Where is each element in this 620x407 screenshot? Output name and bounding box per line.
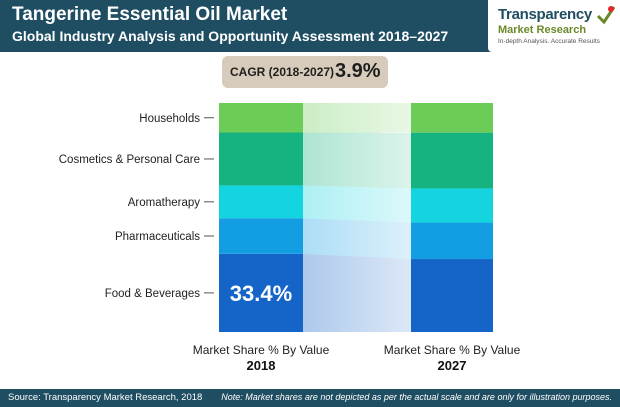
bar-segment (411, 188, 493, 223)
x-axis-year-label: 2027 (438, 358, 467, 373)
connector-band (303, 103, 411, 133)
logo-main-text: Transparency (498, 6, 592, 23)
connector-band (303, 218, 411, 260)
x-axis-year-label: 2018 (247, 358, 276, 373)
chart-title: Tangerine Essential Oil Market (12, 4, 288, 25)
connector-band (303, 185, 411, 223)
stacked-bar-chart: Food & Beverages Pharmaceuticals Aromather… (59, 103, 521, 373)
logo-check-icon (596, 6, 616, 25)
series-label: Pharmaceuticals (115, 231, 200, 243)
series-label: Cosmetics & Personal Care (59, 154, 200, 166)
bar-segment (219, 185, 303, 219)
bar-segment (411, 259, 493, 332)
logo-sub-text: Market Research (498, 24, 587, 36)
bar-segment (411, 103, 493, 133)
source-text: Source: Transparency Market Research, 20… (8, 392, 203, 403)
logo: Transparency Market Research In-depth An… (488, 0, 620, 52)
note-text: Note: Market shares are not depicted as … (221, 392, 612, 402)
series-label: Food & Beverages (105, 288, 201, 300)
bar-segment (411, 222, 493, 260)
data-label: 33.4% (230, 281, 292, 306)
cagr-badge: CAGR (2018-2027) 3.9% (222, 56, 388, 88)
footer-bar: Source: Transparency Market Research, 20… (0, 389, 620, 407)
x-axis-label: Market Share % By Value (384, 343, 521, 357)
bar-segment (219, 132, 303, 186)
bar-segment (219, 218, 303, 254)
bar-segment (219, 253, 303, 332)
cagr-label: CAGR (2018-2027) (230, 65, 335, 79)
logo-tagline: In-depth Analysis. Accurate Results (498, 38, 600, 45)
series-label: Aromatherapy (128, 197, 200, 209)
cagr-value: 3.9% (335, 60, 381, 82)
connector-band (303, 253, 411, 332)
x-axis-label: Market Share % By Value (193, 343, 330, 357)
series-label: Households (139, 113, 200, 125)
header-bar: Tangerine Essential Oil Market Global In… (0, 0, 620, 52)
bar-segment (219, 103, 303, 133)
bar-segment (411, 132, 493, 189)
chart-subtitle: Global Industry Analysis and Opportunity… (12, 28, 449, 44)
connector-band (303, 132, 411, 189)
